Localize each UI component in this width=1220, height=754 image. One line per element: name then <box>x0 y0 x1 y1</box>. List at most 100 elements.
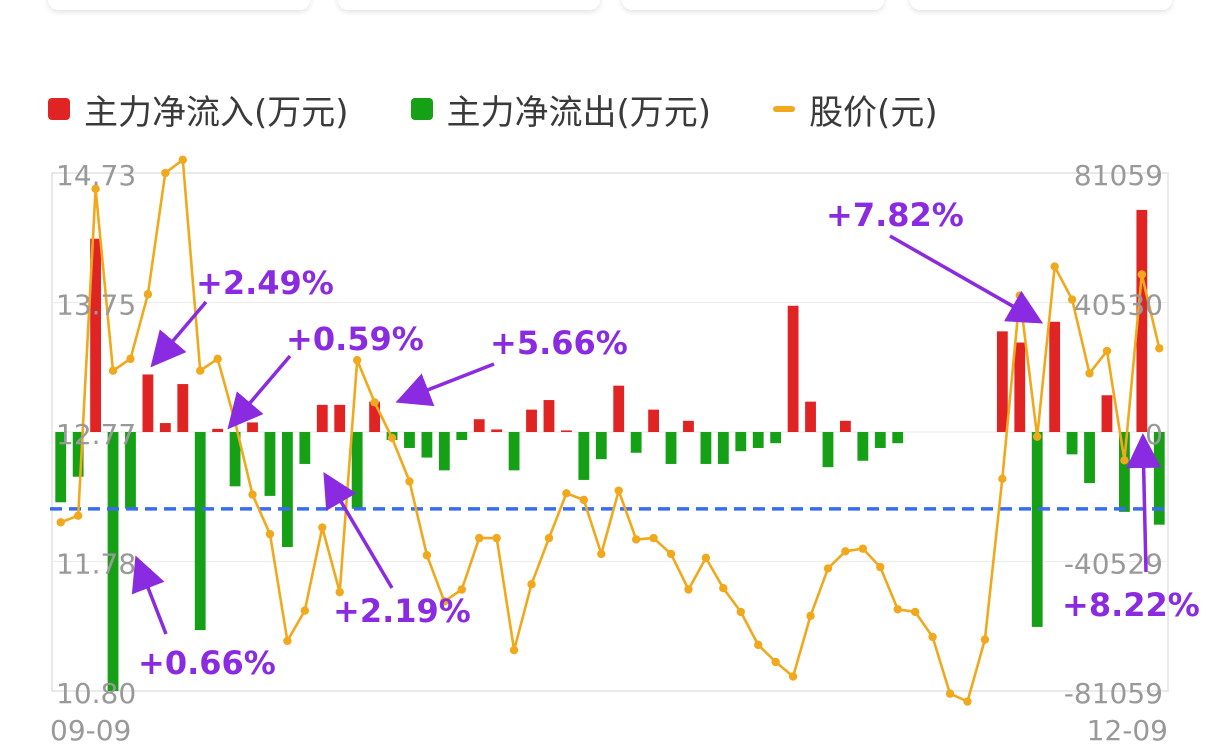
inflow-bar <box>142 374 154 432</box>
price-point <box>509 645 519 655</box>
price-point <box>1120 456 1129 465</box>
price-point <box>422 551 432 560</box>
price-point <box>893 605 902 614</box>
outflow-bar <box>194 432 206 631</box>
inflow-bar <box>1136 209 1148 432</box>
annotation-label: +5.66% <box>490 324 628 362</box>
price-point <box>283 636 292 646</box>
annotation-label: +0.59% <box>286 320 424 358</box>
legend-item-outflow[interactable]: 主力净流出(万元) <box>410 85 712 134</box>
price-point <box>178 155 187 165</box>
price-point <box>91 184 100 194</box>
price-point <box>527 580 536 589</box>
price-point <box>684 585 693 594</box>
legend-label-inflow: 主力净流入(万元) <box>84 92 349 133</box>
inflow-bar <box>177 384 189 432</box>
price-point <box>754 640 763 650</box>
price-point <box>980 635 990 644</box>
price-point <box>1033 432 1042 441</box>
annotation-label: +2.49% <box>196 264 334 302</box>
outflow-bar <box>1066 432 1078 455</box>
outflow-bar <box>456 432 468 440</box>
tab-cropped-3[interactable] <box>622 0 884 10</box>
outflow-bar <box>72 432 84 477</box>
price-point <box>457 585 466 594</box>
legend-item-inflow[interactable]: 主力净流入(万元) <box>48 85 349 134</box>
inflow-bar <box>90 238 101 432</box>
price-point <box>143 290 153 299</box>
annotation-arrow <box>131 555 168 635</box>
price-point <box>841 547 850 556</box>
outflow-bar <box>665 432 677 464</box>
price-point <box>56 518 65 527</box>
outflow-bar <box>578 432 590 480</box>
y-right-tick-label: -40529 <box>1064 548 1163 581</box>
price-point <box>998 474 1007 483</box>
y-right-tick-label: 81059 <box>1074 159 1163 192</box>
inflow-bar <box>996 331 1008 432</box>
annotation-arrow <box>1126 433 1162 573</box>
legend-item-price[interactable]: 股价(元) <box>773 85 938 134</box>
price-point <box>108 366 118 375</box>
price-point <box>1085 369 1094 378</box>
price-point <box>387 433 397 443</box>
price-point <box>440 597 449 606</box>
outflow-bar <box>264 432 276 496</box>
price-point <box>910 607 920 617</box>
y-left-tick-label: 12.77 <box>56 418 136 451</box>
price-point <box>318 523 327 532</box>
price-point <box>631 535 641 544</box>
inflow-bar <box>561 430 572 432</box>
annotation-arrow <box>227 354 292 430</box>
outflow-bar <box>752 432 764 448</box>
annotation-label: +7.82% <box>826 196 964 234</box>
legend-swatch-outflow <box>410 98 433 120</box>
annotation-label: +8.22% <box>1062 586 1200 624</box>
inflow-bar <box>334 404 346 432</box>
legend-label-price: 股价(元) <box>809 92 938 133</box>
outflow-bar <box>700 432 712 464</box>
price-point <box>1155 344 1164 353</box>
outflow-bar <box>125 432 136 509</box>
outflow-bar <box>717 432 729 464</box>
annotation-arrow <box>323 471 394 589</box>
inflow-bar <box>526 409 537 432</box>
price-point <box>963 697 972 706</box>
outflow-bar <box>1153 432 1165 525</box>
outflow-bar <box>421 432 433 458</box>
price-point <box>300 606 310 615</box>
price-point <box>614 486 623 495</box>
outflow-bar <box>438 432 450 471</box>
inflow-bar <box>491 429 503 432</box>
tab-cropped-1[interactable] <box>48 0 310 10</box>
price-point <box>544 533 554 543</box>
annotation-label: +2.19% <box>333 592 471 630</box>
legend-label-outflow: 主力净流出(万元) <box>446 92 712 133</box>
price-point <box>806 611 815 621</box>
price-point <box>370 398 379 407</box>
y-left-tick-label: 13.75 <box>56 289 136 322</box>
price-point <box>928 632 937 642</box>
price-point <box>666 549 676 559</box>
y-left-tick-label: 14.73 <box>56 159 136 192</box>
inflow-bar <box>613 385 625 432</box>
inflow-bar <box>159 423 171 432</box>
price-point <box>876 562 885 572</box>
outflow-bar <box>55 432 67 503</box>
price-point <box>1137 270 1147 279</box>
y-right-tick-label: 0 <box>1145 418 1163 451</box>
price-point <box>1067 295 1077 304</box>
tab-cropped-2[interactable] <box>338 0 600 10</box>
inflow-bar <box>840 420 851 432</box>
price-point <box>265 529 275 539</box>
inflow-bar <box>247 422 258 432</box>
tab-cropped-4-selected[interactable] <box>910 0 1172 10</box>
annotation-arrow <box>395 362 495 407</box>
price-point <box>352 355 362 365</box>
outflow-bar <box>404 432 415 448</box>
price-point <box>649 533 658 543</box>
inflow-bar <box>648 409 659 432</box>
price-point <box>248 490 257 499</box>
legend-swatch-inflow <box>48 98 70 120</box>
